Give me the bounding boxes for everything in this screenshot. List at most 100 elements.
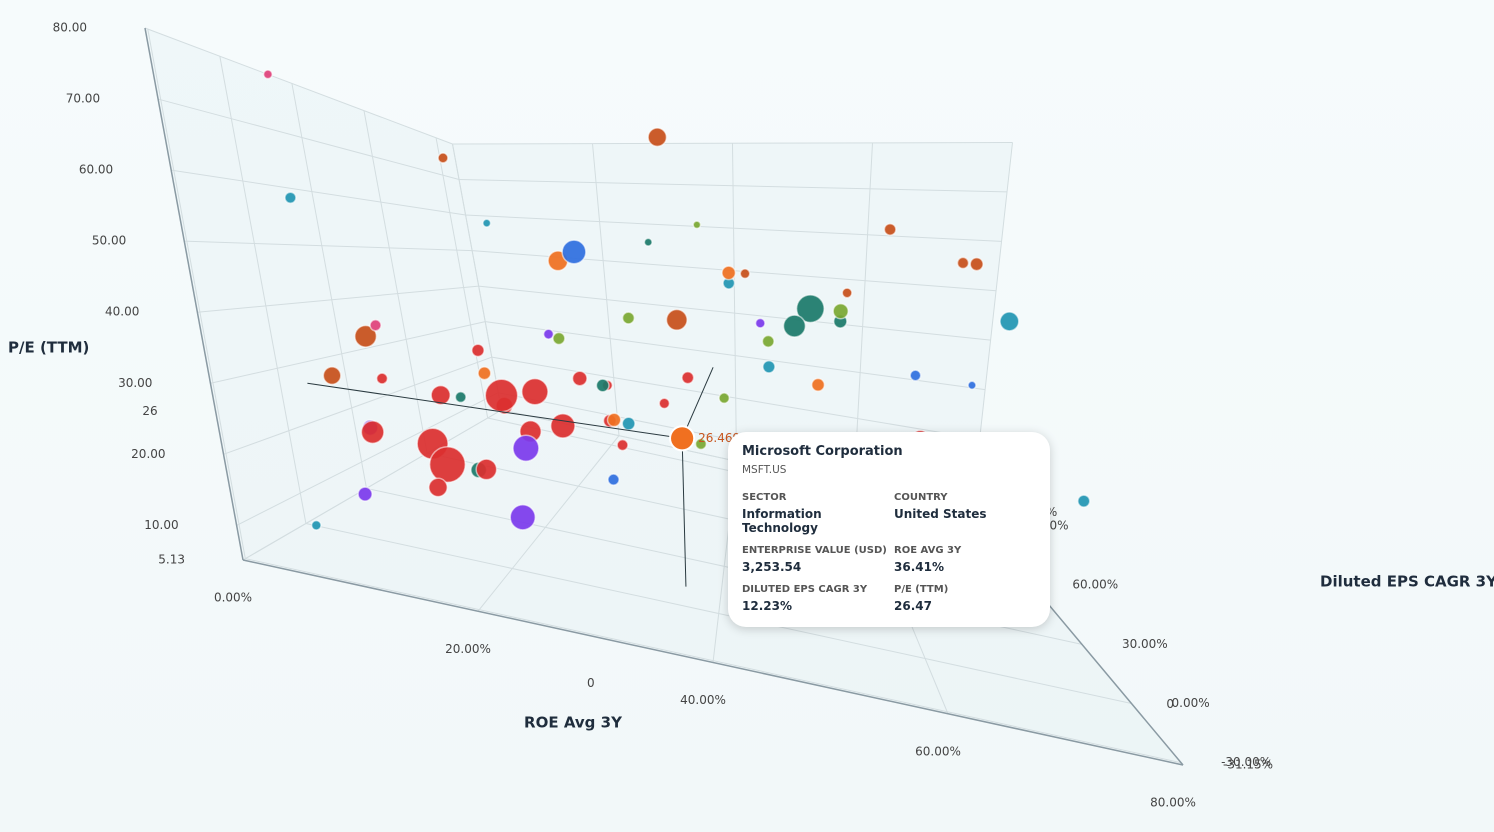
data-point <box>956 256 970 270</box>
grid-line <box>853 142 873 487</box>
grid-line <box>363 110 428 454</box>
data-point <box>484 378 519 413</box>
x-tick-label: 60.00% <box>915 744 961 758</box>
data-point <box>310 519 322 531</box>
data-point <box>428 477 449 498</box>
grid-line <box>245 558 1182 764</box>
x-tick-label: 40.00% <box>680 693 726 707</box>
data-point <box>475 458 498 481</box>
data-point <box>595 378 610 393</box>
tooltip-field-label: SECTOR <box>742 492 787 503</box>
tooltip-ticker: MSFT.US <box>742 464 787 476</box>
data-point <box>322 366 342 386</box>
tooltip-field-label: ROE AVG 3Y <box>894 545 962 556</box>
tooltip: Microsoft Corporation MSFT.US SECTOR Info… <box>728 432 1050 627</box>
y-tick-label: -30.00% <box>1221 755 1271 769</box>
grid-line <box>147 28 246 559</box>
data-point <box>428 445 467 484</box>
data-point <box>549 412 576 439</box>
data-point <box>437 152 449 164</box>
grid-line <box>452 143 502 411</box>
z-tick-label: 20.00 <box>131 447 165 461</box>
data-point <box>999 311 1020 332</box>
data-point <box>375 372 389 385</box>
data-point <box>810 377 826 392</box>
data-point <box>262 69 273 80</box>
data-point <box>718 392 731 404</box>
crosshair-line <box>681 438 687 587</box>
data-point <box>454 390 467 404</box>
x-tick-label: 0.00% <box>214 591 252 605</box>
data-point <box>542 328 555 340</box>
z-tick-label: 30.00 <box>118 376 152 390</box>
tooltip-field-label: DILUTED EPS CAGR 3Y <box>742 584 868 595</box>
data-point <box>969 257 984 272</box>
data-point <box>841 287 853 299</box>
z-tick-label: 50.00 <box>92 234 126 248</box>
data-point <box>606 412 622 428</box>
hover-point <box>669 425 696 452</box>
tooltip-field-label: P/E (TTM) <box>894 584 949 595</box>
grid-line <box>485 321 986 391</box>
tooltip-field: P/E (TTM) 26.47 <box>894 584 1044 613</box>
tooltip-field: ENTERPRISE VALUE (USD) 3,253.54 <box>742 545 894 574</box>
tooltip-name: Microsoft Corporation <box>742 444 903 459</box>
tooltip-field-value: 26.47 <box>894 599 932 613</box>
data-point <box>967 380 977 390</box>
tooltip-field-value: 36.41% <box>894 560 944 574</box>
y-tick-label: -31.15% <box>1223 758 1273 772</box>
data-point <box>621 416 636 431</box>
data-point <box>482 218 492 228</box>
data-point <box>561 239 587 265</box>
tooltip-field: ROE AVG 3Y 36.41% <box>894 545 1044 574</box>
axis <box>242 559 1184 766</box>
data-point <box>471 343 485 358</box>
data-point <box>762 360 776 374</box>
data-point <box>761 334 775 349</box>
tooltip-field-label: ENTERPRISE VALUE (USD) <box>742 545 887 556</box>
y-tick-label: 30.00% <box>1122 637 1168 651</box>
axis-title: P/E (TTM) <box>8 339 89 357</box>
data-point <box>643 237 653 247</box>
axis-title: ROE Avg 3Y <box>524 714 623 732</box>
z-tick-label: 70.00 <box>66 92 100 106</box>
data-point <box>477 366 492 381</box>
data-point <box>832 302 849 320</box>
grid-line <box>210 321 486 384</box>
data-point <box>739 268 751 280</box>
data-point <box>883 222 897 237</box>
axis-title: Diluted EPS CAGR 3Y <box>1320 573 1494 591</box>
data-point <box>369 319 382 332</box>
data-point <box>647 127 668 148</box>
grid-line <box>291 83 367 489</box>
x-tick-label: 80.00% <box>1150 796 1196 810</box>
data-point <box>721 265 737 281</box>
data-point <box>354 324 378 348</box>
grid-line <box>477 435 620 612</box>
grid-line <box>459 179 1008 193</box>
data-point <box>692 220 702 230</box>
tooltip-field: SECTOR Information Technology <box>742 492 894 535</box>
data-point <box>509 504 537 531</box>
grid-line <box>732 143 737 462</box>
data-point <box>521 377 549 406</box>
data-point <box>782 314 807 338</box>
data-point <box>552 331 566 346</box>
data-point <box>694 437 708 451</box>
grid-line <box>197 285 479 313</box>
crosshair-x-label: 0 <box>587 676 595 690</box>
data-point <box>658 397 671 410</box>
data-point <box>357 486 373 502</box>
data-point <box>607 473 620 486</box>
tooltip-field-value: 3,253.54 <box>742 560 802 574</box>
grid-line <box>305 523 1132 705</box>
grid-line <box>184 240 473 252</box>
data-point <box>795 294 825 324</box>
grid-line <box>452 142 1013 145</box>
data-point <box>681 371 695 385</box>
data-point <box>754 317 766 329</box>
grid-line <box>236 392 499 526</box>
tooltip-field-value: 12.23% <box>742 599 792 613</box>
